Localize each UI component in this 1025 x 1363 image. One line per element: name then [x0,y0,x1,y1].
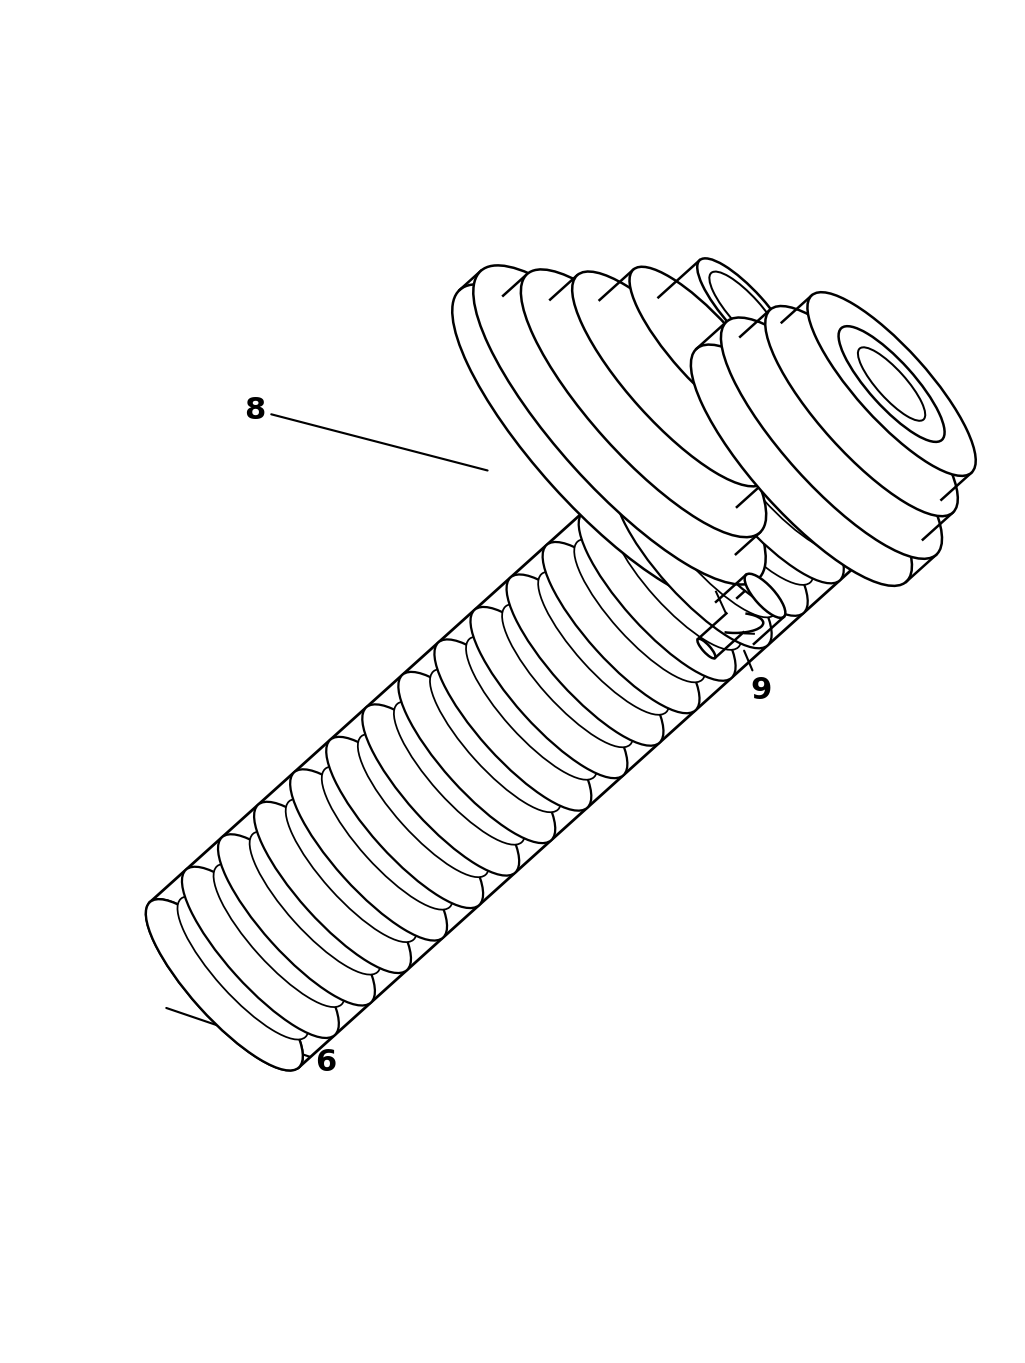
Ellipse shape [429,669,561,812]
Ellipse shape [506,574,663,746]
Text: 7: 7 [369,737,569,814]
Ellipse shape [697,639,715,658]
Ellipse shape [394,702,525,845]
Ellipse shape [466,637,598,780]
Ellipse shape [177,897,309,1040]
Ellipse shape [838,326,945,442]
Ellipse shape [435,639,591,811]
Ellipse shape [358,733,489,878]
Ellipse shape [629,267,779,431]
Ellipse shape [651,444,808,616]
Ellipse shape [362,705,520,875]
Ellipse shape [470,607,627,778]
Ellipse shape [579,510,736,680]
Ellipse shape [250,831,381,975]
Ellipse shape [721,318,942,559]
Ellipse shape [322,766,453,909]
Ellipse shape [213,864,344,1007]
Ellipse shape [808,292,976,476]
Ellipse shape [326,737,483,908]
Ellipse shape [146,900,302,1070]
Ellipse shape [709,271,782,352]
Ellipse shape [572,271,769,487]
Ellipse shape [858,348,926,421]
Ellipse shape [286,799,417,942]
Ellipse shape [723,380,879,551]
Ellipse shape [521,270,766,537]
Ellipse shape [615,477,772,649]
Ellipse shape [744,574,785,617]
Ellipse shape [683,442,814,585]
Ellipse shape [721,284,771,339]
Ellipse shape [146,900,302,1070]
Ellipse shape [691,345,912,586]
Ellipse shape [697,259,794,364]
Ellipse shape [290,769,447,940]
Ellipse shape [719,409,850,552]
Ellipse shape [452,285,744,604]
Ellipse shape [399,672,556,844]
Text: 9: 9 [744,650,772,705]
Ellipse shape [766,307,957,517]
Text: 8: 8 [245,395,488,470]
Ellipse shape [474,266,766,585]
Ellipse shape [218,834,375,1006]
Ellipse shape [254,801,411,973]
Ellipse shape [502,604,633,747]
Ellipse shape [542,542,699,713]
Ellipse shape [574,540,705,683]
Ellipse shape [647,474,778,617]
Ellipse shape [182,867,339,1039]
Ellipse shape [687,412,844,583]
Ellipse shape [610,507,741,650]
Text: 6: 6 [166,1009,336,1077]
Ellipse shape [538,571,669,714]
